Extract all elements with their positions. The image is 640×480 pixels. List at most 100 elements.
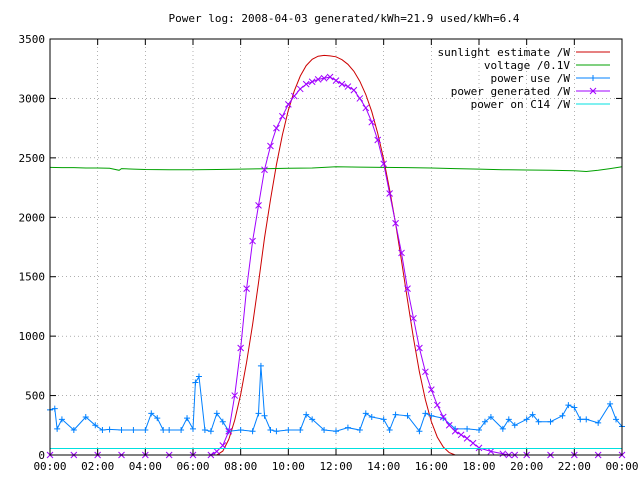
data-point (148, 410, 155, 417)
data-point (571, 404, 578, 411)
data-point (154, 415, 161, 422)
data-point (362, 410, 369, 417)
data-point (237, 427, 244, 434)
data-point (314, 76, 322, 83)
x-tick-label: 20:00 (510, 460, 543, 473)
data-point (51, 405, 58, 412)
y-tick-label: 0 (38, 449, 45, 462)
data-point (464, 425, 471, 432)
data-point (249, 428, 256, 435)
data-point (219, 442, 227, 449)
data-point (380, 416, 387, 423)
y-tick-label: 2000 (19, 211, 46, 224)
data-point (160, 427, 167, 434)
data-point (82, 413, 89, 420)
data-point (559, 412, 566, 419)
data-point (368, 118, 376, 126)
data-point (565, 402, 572, 409)
data-point (297, 427, 304, 434)
data-point (362, 104, 370, 112)
data-point (469, 439, 477, 447)
series-voltage-0-1v (49, 166, 623, 173)
data-point (529, 411, 536, 418)
data-point (195, 373, 202, 380)
x-tick-label: 06:00 (176, 460, 209, 473)
x-tick-label: 18:00 (462, 460, 495, 473)
legend-item: sunlight estimate /W (438, 46, 610, 59)
chart-title: Power log: 2008-04-03 generated/kWh=21.9… (169, 12, 520, 25)
legend-label: power on C14 /W (471, 98, 571, 111)
data-point (257, 362, 264, 369)
data-point (416, 428, 423, 435)
legend-marker (589, 87, 597, 95)
x-tick-label: 16:00 (415, 460, 448, 473)
data-point (219, 418, 226, 425)
data-point (333, 428, 339, 435)
data-point (279, 112, 286, 120)
data-point (213, 410, 220, 417)
legend-label: power use /W (491, 72, 571, 85)
data-point (273, 428, 280, 435)
legend-marker (590, 75, 596, 81)
data-point (416, 344, 423, 352)
data-point (404, 285, 411, 292)
data-point (261, 412, 268, 419)
legend-item: power use /W (491, 72, 610, 85)
data-point (404, 412, 411, 419)
data-point (380, 160, 388, 168)
data-point (166, 427, 173, 434)
y-tick-label: 1000 (19, 330, 46, 343)
x-tick-label: 08:00 (224, 460, 257, 473)
x-tick-label: 22:00 (558, 460, 591, 473)
y-tick-label: 500 (25, 390, 45, 403)
x-tick-label: 04:00 (129, 460, 162, 473)
data-point (338, 80, 346, 88)
data-point (350, 86, 358, 94)
data-point (321, 427, 328, 434)
y-tick-label: 3000 (19, 92, 46, 105)
legend-item: voltage /0.1V (484, 59, 610, 72)
data-point (476, 427, 482, 434)
x-tick-label: 14:00 (367, 460, 400, 473)
data-point (92, 422, 99, 429)
legend-label: power generated /W (451, 85, 571, 98)
x-tick-label: 10:00 (272, 460, 305, 473)
data-point (284, 101, 292, 108)
legend-item: power on C14 /W (471, 98, 610, 111)
data-point (303, 411, 310, 418)
data-point (285, 427, 292, 434)
data-point (463, 435, 471, 442)
data-point (392, 219, 399, 227)
data-point (398, 249, 405, 257)
x-tick-label: 00:00 (33, 460, 66, 473)
data-point (118, 427, 125, 434)
data-point (356, 427, 363, 434)
series-line (49, 166, 623, 173)
data-point (273, 124, 280, 132)
data-point (255, 410, 262, 417)
data-point (481, 418, 488, 425)
data-point (54, 425, 61, 432)
data-point (583, 416, 590, 423)
data-point (499, 425, 506, 432)
data-point (237, 344, 245, 352)
grid (50, 39, 622, 455)
data-point (302, 80, 310, 88)
data-point (58, 416, 65, 423)
data-point (142, 427, 149, 434)
data-point (422, 410, 429, 417)
y-tick-label: 3500 (19, 33, 46, 46)
data-point (475, 444, 483, 452)
data-point (368, 413, 375, 420)
data-point (410, 314, 417, 322)
data-point (249, 237, 256, 245)
data-point (523, 416, 530, 423)
x-tick-label: 02:00 (81, 460, 114, 473)
data-point (207, 428, 214, 435)
data-point (445, 421, 453, 429)
data-point (106, 426, 113, 433)
series-layer (46, 54, 626, 459)
data-point (267, 142, 274, 150)
